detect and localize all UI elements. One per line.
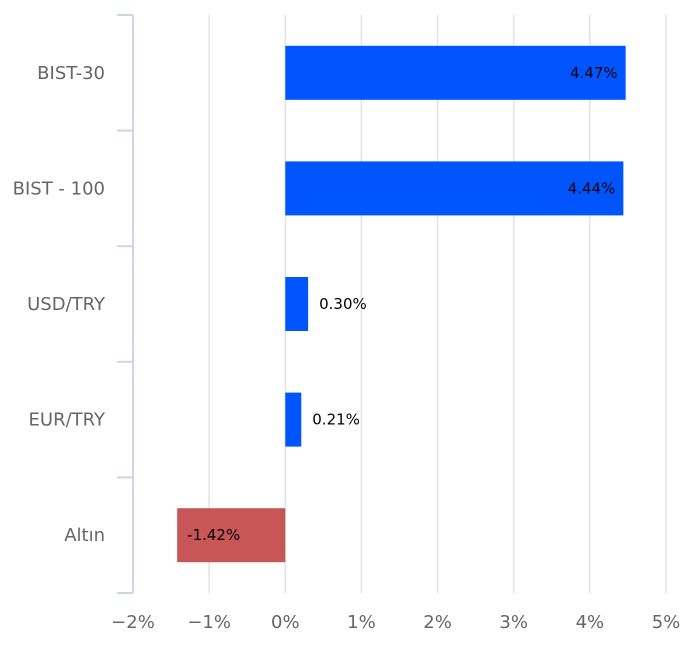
data-label-3: 0.30% <box>319 295 367 313</box>
x-tick-label-3: 0% <box>271 612 300 633</box>
data-label-1: 4.47% <box>570 64 618 82</box>
data-label-4: 0.21% <box>312 411 360 429</box>
bar-4 <box>285 392 302 447</box>
x-tick-label-6: 3% <box>499 612 528 633</box>
data-label-5: -1.42% <box>187 526 240 544</box>
x-tick-label-8: 5% <box>652 612 681 633</box>
category-label-3: USD/TRY <box>27 294 106 315</box>
bar-5 <box>177 508 286 563</box>
x-tick-label-7: 4% <box>576 612 605 633</box>
bar-2 <box>285 161 624 216</box>
data-label-2: 4.44% <box>568 179 616 197</box>
x-tick-label-5: 2% <box>423 612 452 633</box>
bar-3 <box>285 277 309 331</box>
x-tick-labels: −2% −1% 0% 1% 2% 3% 4% 5% <box>111 612 680 633</box>
x-tick-label-1: −2% <box>111 612 155 633</box>
bars <box>177 45 626 563</box>
category-label-1: BIST-30 <box>37 63 105 84</box>
category-label-5: Altın <box>64 525 105 546</box>
category-label-4: EUR/TRY <box>29 410 106 431</box>
bar-1 <box>285 45 626 100</box>
category-label-2: BIST - 100 <box>13 178 105 199</box>
category-labels: BIST-30 BIST - 100 USD/TRY EUR/TRY Altın <box>13 63 106 546</box>
data-labels: 4.47% 4.44% 0.30% 0.21% -1.42% <box>187 64 617 544</box>
x-tick-label-2: −1% <box>187 612 231 633</box>
x-tick-label-4: 1% <box>347 612 376 633</box>
grid-lines <box>208 15 667 593</box>
category-axis <box>117 14 134 594</box>
